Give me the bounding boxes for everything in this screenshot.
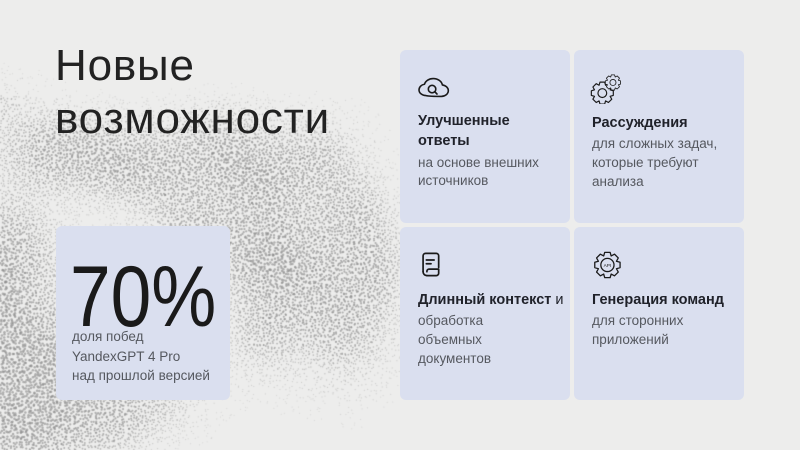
svg-text:API: API xyxy=(604,263,612,268)
